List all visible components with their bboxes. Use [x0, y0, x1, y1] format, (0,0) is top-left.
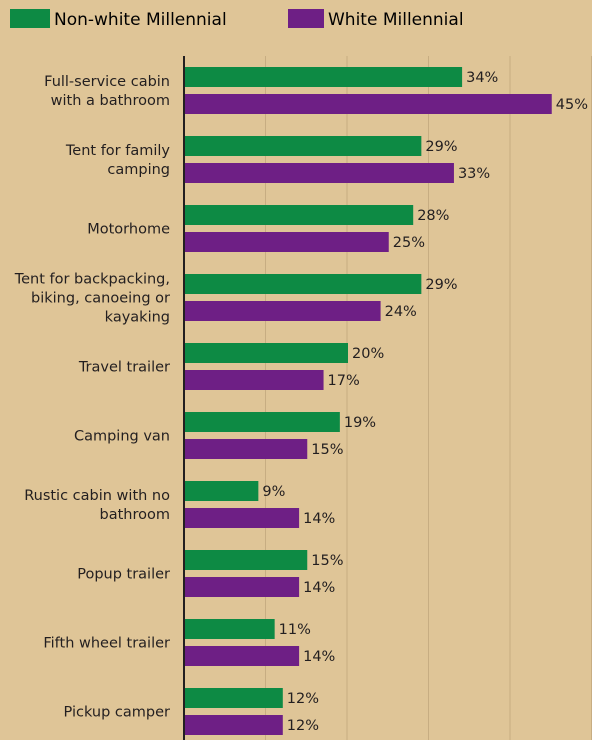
bar-white	[185, 439, 308, 459]
category-label: Motorhome	[87, 222, 170, 238]
data-label: 14%	[303, 580, 335, 596]
bar-non-white	[185, 205, 414, 225]
category-label: Popup trailer	[77, 567, 170, 583]
legend-swatch-white	[288, 9, 324, 28]
category-label: Fifth wheel trailer	[43, 636, 170, 652]
labels: 34% 45% Full-service cabin with a bathroom 2…	[14, 70, 588, 734]
data-label: 34%	[466, 70, 498, 86]
data-label: 15%	[311, 553, 343, 569]
data-label: 25%	[393, 235, 425, 251]
data-label: 45%	[556, 97, 588, 113]
data-label: 17%	[328, 373, 360, 389]
bar-white	[185, 163, 454, 183]
legend-swatch-non-white	[10, 9, 50, 28]
bar-white	[185, 646, 300, 666]
bar-non-white	[185, 136, 422, 156]
bar-white	[185, 232, 389, 252]
category-label: Travel trailer	[78, 360, 170, 376]
category-label: Tent for family camping	[65, 143, 171, 178]
bar-white	[185, 94, 552, 114]
bar-non-white	[185, 67, 463, 87]
data-label: 24%	[385, 304, 417, 320]
data-label: 28%	[417, 208, 449, 224]
data-label: 12%	[287, 718, 319, 734]
data-label: 14%	[303, 649, 335, 665]
bar-non-white	[185, 274, 422, 294]
bar-white	[185, 301, 381, 321]
category-label: Tent for backpacking, biking, canoeing or…	[14, 272, 170, 326]
data-label: 20%	[352, 346, 384, 362]
bar-non-white	[185, 619, 275, 639]
bar-non-white	[185, 550, 308, 570]
legend-label-white: White Millennial	[328, 10, 464, 30]
bar-white	[185, 508, 300, 528]
data-label: 12%	[287, 691, 319, 707]
data-label: 14%	[303, 511, 335, 527]
bars	[185, 67, 552, 735]
data-label: 29%	[425, 139, 457, 155]
bar-non-white	[185, 688, 283, 708]
category-label: Camping van	[74, 429, 170, 445]
bar-white	[185, 370, 324, 390]
data-label: 9%	[262, 484, 285, 500]
data-label: 19%	[344, 415, 376, 431]
bar-non-white	[185, 412, 340, 432]
data-label: 29%	[425, 277, 457, 293]
data-label: 15%	[311, 442, 343, 458]
bar-non-white	[185, 481, 259, 501]
category-label: Pickup camper	[64, 705, 170, 721]
bar-white	[185, 577, 300, 597]
bar-white	[185, 715, 283, 735]
legend: Non-white Millennial White Millennial	[10, 9, 464, 30]
category-label: Rustic cabin with no bathroom	[24, 488, 170, 523]
data-label: 11%	[279, 622, 311, 638]
data-label: 33%	[458, 166, 490, 182]
gridlines	[265, 56, 592, 740]
category-label: Full-service cabin with a bathroom	[44, 74, 170, 109]
bar-non-white	[185, 343, 348, 363]
legend-label-non-white: Non-white Millennial	[54, 10, 227, 30]
